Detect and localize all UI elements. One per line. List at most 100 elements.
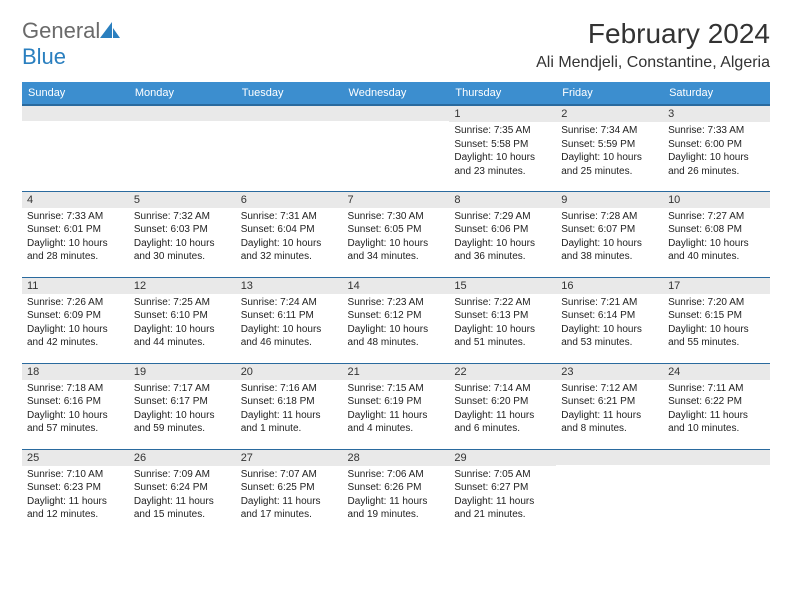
day-detail-line: Sunset: 6:01 PM — [27, 223, 124, 237]
day-details: Sunrise: 7:33 AMSunset: 6:00 PMDaylight:… — [663, 122, 770, 180]
day-number: 21 — [343, 363, 450, 380]
day-details: Sunrise: 7:17 AMSunset: 6:17 PMDaylight:… — [129, 380, 236, 438]
day-detail-line: Sunrise: 7:20 AM — [668, 296, 765, 310]
day-details — [129, 121, 236, 125]
calendar-day-cell: 28 Sunrise: 7:06 AMSunset: 6:26 PMDayligh… — [343, 449, 450, 535]
day-details: Sunrise: 7:20 AMSunset: 6:15 PMDaylight:… — [663, 294, 770, 352]
day-details: Sunrise: 7:05 AMSunset: 6:27 PMDaylight:… — [449, 466, 556, 524]
calendar-day-cell: 5Sunrise: 7:32 AMSunset: 6:03 PMDaylight… — [129, 191, 236, 277]
day-detail-line: Daylight: 11 hours and 10 minutes. — [668, 409, 765, 436]
day-detail-line: Sunset: 6:26 PM — [348, 481, 445, 495]
brand-text-1: General — [22, 18, 100, 43]
weekday-header: Thursday — [449, 82, 556, 105]
day-detail-line: Daylight: 11 hours and 12 minutes. — [27, 495, 124, 522]
day-number: 10 — [663, 191, 770, 208]
day-detail-line: Daylight: 10 hours and 26 minutes. — [668, 151, 765, 178]
day-detail-line: Daylight: 10 hours and 38 minutes. — [561, 237, 658, 264]
day-detail-line: Sunset: 6:03 PM — [134, 223, 231, 237]
day-number: 18 — [22, 363, 129, 380]
day-number: 29 — [449, 449, 556, 466]
day-detail-line: Sunrise: 7:35 AM — [454, 124, 551, 138]
day-detail-line: Sunset: 5:58 PM — [454, 138, 551, 152]
day-details: Sunrise: 7:24 AMSunset: 6:11 PMDaylight:… — [236, 294, 343, 352]
day-detail-line: Daylight: 11 hours and 8 minutes. — [561, 409, 658, 436]
calendar-day-cell: 9Sunrise: 7:28 AMSunset: 6:07 PMDaylight… — [556, 191, 663, 277]
day-detail-line: Sunrise: 7:07 AM — [241, 468, 338, 482]
day-details: Sunrise: 7:11 AMSunset: 6:22 PMDaylight:… — [663, 380, 770, 438]
day-details: Sunrise: 7:18 AMSunset: 6:16 PMDaylight:… — [22, 380, 129, 438]
calendar-empty-cell — [556, 449, 663, 535]
calendar-empty-cell — [343, 105, 450, 191]
day-detail-line: Daylight: 10 hours and 59 minutes. — [134, 409, 231, 436]
day-number: 19 — [129, 363, 236, 380]
calendar-day-cell: 1 Sunrise: 7:35 AMSunset: 5:58 PMDaylight… — [449, 105, 556, 191]
day-details — [22, 121, 129, 125]
day-detail-line: Sunset: 6:24 PM — [134, 481, 231, 495]
brand-text-2: Blue — [22, 44, 66, 69]
calendar-empty-cell — [22, 105, 129, 191]
day-details: Sunrise: 7:23 AMSunset: 6:12 PMDaylight:… — [343, 294, 450, 352]
calendar-day-cell: 7Sunrise: 7:30 AMSunset: 6:05 PMDaylight… — [343, 191, 450, 277]
day-detail-line: Daylight: 10 hours and 25 minutes. — [561, 151, 658, 178]
day-number: 3 — [663, 105, 770, 122]
day-detail-line: Sunset: 6:14 PM — [561, 309, 658, 323]
calendar-day-cell: 16Sunrise: 7:21 AMSunset: 6:14 PMDayligh… — [556, 277, 663, 363]
day-detail-line: Daylight: 11 hours and 4 minutes. — [348, 409, 445, 436]
calendar-day-cell: 22Sunrise: 7:14 AMSunset: 6:20 PMDayligh… — [449, 363, 556, 449]
day-detail-line: Daylight: 11 hours and 1 minute. — [241, 409, 338, 436]
day-number — [236, 105, 343, 121]
day-details: Sunrise: 7:26 AMSunset: 6:09 PMDaylight:… — [22, 294, 129, 352]
day-detail-line: Sunrise: 7:31 AM — [241, 210, 338, 224]
day-detail-line: Daylight: 11 hours and 19 minutes. — [348, 495, 445, 522]
calendar-day-cell: 19Sunrise: 7:17 AMSunset: 6:17 PMDayligh… — [129, 363, 236, 449]
day-detail-line: Daylight: 10 hours and 48 minutes. — [348, 323, 445, 350]
day-detail-line: Sunset: 6:13 PM — [454, 309, 551, 323]
day-detail-line: Sunrise: 7:12 AM — [561, 382, 658, 396]
day-details: Sunrise: 7:25 AMSunset: 6:10 PMDaylight:… — [129, 294, 236, 352]
day-detail-line: Daylight: 10 hours and 46 minutes. — [241, 323, 338, 350]
calendar-day-cell: 21Sunrise: 7:15 AMSunset: 6:19 PMDayligh… — [343, 363, 450, 449]
day-number: 15 — [449, 277, 556, 294]
day-number: 28 — [343, 449, 450, 466]
day-detail-line: Sunrise: 7:09 AM — [134, 468, 231, 482]
day-detail-line: Daylight: 10 hours and 40 minutes. — [668, 237, 765, 264]
day-number — [663, 449, 770, 465]
day-details: Sunrise: 7:14 AMSunset: 6:20 PMDaylight:… — [449, 380, 556, 438]
day-detail-line: Sunrise: 7:06 AM — [348, 468, 445, 482]
day-number: 9 — [556, 191, 663, 208]
day-number: 8 — [449, 191, 556, 208]
day-number: 1 — [449, 105, 556, 122]
day-detail-line: Sunset: 6:22 PM — [668, 395, 765, 409]
brand-logo: GeneralBlue — [22, 18, 120, 70]
day-detail-line: Sunset: 6:17 PM — [134, 395, 231, 409]
calendar-day-cell: 11Sunrise: 7:26 AMSunset: 6:09 PMDayligh… — [22, 277, 129, 363]
day-detail-line: Sunset: 6:12 PM — [348, 309, 445, 323]
calendar-day-cell: 4Sunrise: 7:33 AMSunset: 6:01 PMDaylight… — [22, 191, 129, 277]
day-detail-line: Daylight: 11 hours and 17 minutes. — [241, 495, 338, 522]
day-detail-line: Sunrise: 7:16 AM — [241, 382, 338, 396]
day-details: Sunrise: 7:33 AMSunset: 6:01 PMDaylight:… — [22, 208, 129, 266]
day-detail-line: Sunrise: 7:17 AM — [134, 382, 231, 396]
day-number: 6 — [236, 191, 343, 208]
day-detail-line: Daylight: 11 hours and 15 minutes. — [134, 495, 231, 522]
calendar-day-cell: 8Sunrise: 7:29 AMSunset: 6:06 PMDaylight… — [449, 191, 556, 277]
calendar-day-cell: 10Sunrise: 7:27 AMSunset: 6:08 PMDayligh… — [663, 191, 770, 277]
day-detail-line: Sunset: 6:08 PM — [668, 223, 765, 237]
calendar-day-cell: 29Sunrise: 7:05 AMSunset: 6:27 PMDayligh… — [449, 449, 556, 535]
day-details: Sunrise: 7:28 AMSunset: 6:07 PMDaylight:… — [556, 208, 663, 266]
day-detail-line: Sunrise: 7:24 AM — [241, 296, 338, 310]
day-detail-line: Daylight: 10 hours and 44 minutes. — [134, 323, 231, 350]
day-detail-line: Sunset: 5:59 PM — [561, 138, 658, 152]
day-detail-line: Daylight: 10 hours and 23 minutes. — [454, 151, 551, 178]
day-details: Sunrise: 7:16 AMSunset: 6:18 PMDaylight:… — [236, 380, 343, 438]
day-detail-line: Sunset: 6:09 PM — [27, 309, 124, 323]
day-detail-line: Sunset: 6:00 PM — [668, 138, 765, 152]
day-details: Sunrise: 7:30 AMSunset: 6:05 PMDaylight:… — [343, 208, 450, 266]
day-detail-line: Sunrise: 7:11 AM — [668, 382, 765, 396]
day-number — [556, 449, 663, 465]
day-details: Sunrise: 7:07 AMSunset: 6:25 PMDaylight:… — [236, 466, 343, 524]
day-detail-line: Sunset: 6:19 PM — [348, 395, 445, 409]
location: Ali Mendjeli, Constantine, Algeria — [536, 54, 770, 72]
calendar-empty-cell — [236, 105, 343, 191]
day-number: 20 — [236, 363, 343, 380]
